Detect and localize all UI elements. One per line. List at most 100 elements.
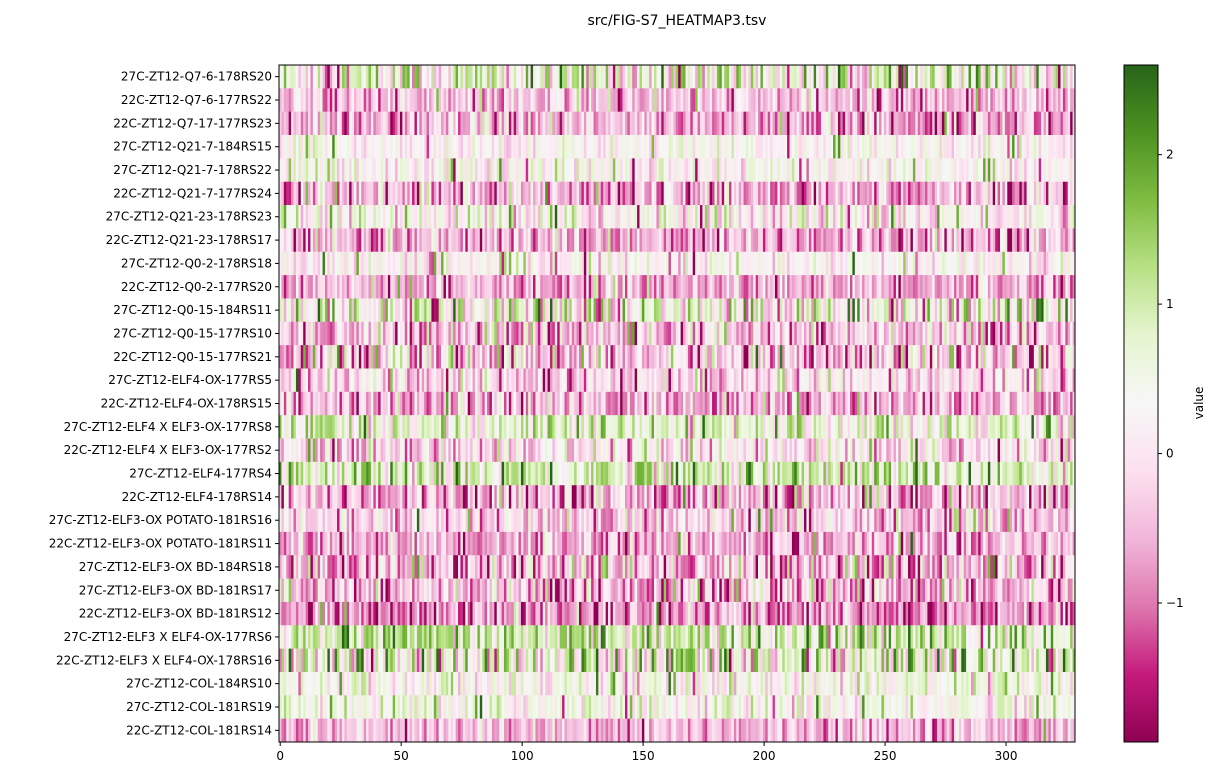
heatmap-cell [571, 111, 575, 136]
heatmap-cell [525, 111, 529, 136]
heatmap-cell [791, 275, 795, 299]
heatmap-cell [1043, 181, 1047, 206]
heatmap-cell [520, 298, 524, 323]
heatmap-cell [361, 111, 364, 136]
heatmap-cell [862, 345, 865, 369]
heatmap-cell [310, 368, 314, 393]
heatmap-cell [997, 321, 1001, 346]
heatmap-cell [346, 391, 350, 416]
heatmap-cell [450, 298, 454, 323]
heatmap-cell [709, 321, 713, 346]
heatmap-cell [1012, 391, 1015, 416]
heatmap-cell [1024, 111, 1027, 136]
heatmap-cell [927, 275, 931, 299]
heatmap-cell [733, 391, 737, 416]
heatmap-cell [414, 135, 418, 159]
heatmap-cell [956, 158, 960, 183]
heatmap-cell [825, 368, 829, 393]
heatmap-cell [961, 158, 965, 183]
heatmap-cell [620, 368, 623, 393]
heatmap-cell [516, 251, 519, 276]
heatmap-cell [412, 65, 415, 89]
heatmap-cell [598, 298, 602, 323]
heatmap-cell [385, 111, 389, 136]
heatmap-cell [402, 251, 406, 276]
heatmap-cell [404, 415, 408, 439]
heatmap-cell [649, 135, 652, 159]
heatmap-cell [455, 65, 459, 89]
heatmap-cell [489, 251, 493, 276]
heatmap-cell [716, 181, 720, 206]
heatmap-cell [791, 228, 795, 253]
heatmap-cell [1038, 181, 1042, 206]
heatmap-cell [450, 391, 454, 416]
heatmap-cell [622, 111, 626, 136]
heatmap-cell [395, 228, 398, 253]
heatmap-cell [368, 415, 372, 439]
heatmap-cell [813, 275, 817, 299]
heatmap-cell [835, 368, 839, 393]
heatmap-cell [327, 135, 331, 159]
heatmap-cell [765, 251, 769, 276]
heatmap-cell [835, 181, 839, 206]
heatmap-cell [499, 181, 502, 206]
heatmap-cell [825, 65, 829, 89]
heatmap-cell [496, 275, 500, 299]
heatmap-cell [436, 321, 439, 346]
heatmap-cell [552, 135, 556, 159]
heatmap-cell [862, 158, 865, 183]
heatmap-cell [281, 205, 285, 229]
heatmap-cell [806, 228, 810, 253]
heatmap-cell [404, 158, 408, 183]
heatmap-cell [811, 111, 814, 136]
heatmap-cell [683, 111, 686, 136]
heatmap-cell [900, 205, 904, 229]
heatmap-cell [484, 205, 488, 229]
heatmap-cell [745, 181, 749, 206]
heatmap-cell [864, 88, 868, 112]
heatmap-cell [445, 135, 449, 159]
heatmap-cell [508, 391, 512, 416]
heatmap-cell [392, 275, 396, 299]
heatmap-cell [399, 88, 403, 112]
heatmap-cell [644, 228, 648, 253]
heatmap-cell [774, 298, 778, 323]
heatmap-cell [891, 391, 894, 416]
heatmap-cell [576, 158, 580, 183]
heatmap-cell [627, 275, 631, 299]
heatmap-cell [1024, 321, 1027, 346]
heatmap-cell [361, 88, 364, 112]
heatmap-cell [941, 228, 945, 253]
heatmap-cell [354, 181, 357, 206]
heatmap-cell [337, 111, 340, 136]
heatmap-cell [726, 321, 730, 346]
heatmap-cell [629, 88, 633, 112]
heatmap-cell [1062, 275, 1066, 299]
heatmap-cell [559, 158, 563, 183]
heatmap-cell [866, 135, 870, 159]
heatmap-cell [823, 391, 827, 416]
heatmap-cell [903, 321, 906, 346]
heatmap-cell [992, 298, 996, 323]
heatmap-cell [990, 205, 994, 229]
heatmap-cell [564, 251, 568, 276]
heatmap-cell [743, 111, 747, 136]
heatmap-cell [1009, 205, 1013, 229]
heatmap-cell [571, 391, 575, 416]
heatmap-cell [373, 205, 377, 229]
heatmap-cell [281, 321, 285, 346]
heatmap-cell [864, 251, 868, 276]
heatmap-cell [402, 111, 406, 136]
heatmap-cell [627, 111, 631, 136]
heatmap-cell [387, 298, 391, 323]
heatmap-cell [937, 111, 940, 136]
heatmap-cell [368, 181, 372, 206]
heatmap-cell [378, 275, 381, 299]
heatmap-cell [811, 275, 814, 299]
heatmap-cell [1029, 391, 1032, 416]
heatmap-cell [1065, 158, 1069, 183]
heatmap-cell [624, 135, 628, 159]
heatmap-cell [339, 135, 343, 159]
heatmap-cell [421, 111, 425, 136]
heatmap-cell [431, 391, 435, 416]
